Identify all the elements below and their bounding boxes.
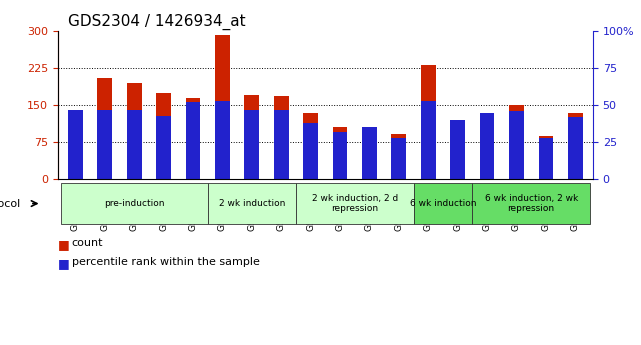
Bar	[186, 102, 201, 179]
Bar	[68, 115, 83, 179]
Text: count: count	[72, 238, 103, 248]
Bar	[274, 96, 288, 179]
Bar	[479, 112, 494, 179]
Text: ■: ■	[58, 257, 69, 270]
Bar	[303, 112, 318, 179]
Bar	[127, 110, 142, 179]
Bar	[68, 110, 83, 179]
Bar	[413, 183, 472, 224]
Bar	[450, 120, 465, 179]
Bar	[392, 134, 406, 179]
Bar	[208, 183, 296, 224]
Bar	[61, 183, 208, 224]
Bar	[244, 95, 259, 179]
Bar	[333, 128, 347, 179]
Text: 6 wk induction: 6 wk induction	[410, 199, 476, 208]
Bar	[303, 123, 318, 179]
Bar	[362, 128, 377, 179]
Bar	[509, 111, 524, 179]
Text: protocol: protocol	[0, 199, 21, 208]
Text: GDS2304 / 1426934_at: GDS2304 / 1426934_at	[69, 13, 246, 30]
Bar	[244, 110, 259, 179]
Bar	[421, 101, 436, 179]
Bar	[97, 78, 112, 179]
Text: 6 wk induction, 2 wk
repression: 6 wk induction, 2 wk repression	[485, 194, 578, 213]
Text: 2 wk induction, 2 d
repression: 2 wk induction, 2 d repression	[312, 194, 398, 213]
Bar	[296, 183, 413, 224]
Text: 2 wk induction: 2 wk induction	[219, 199, 285, 208]
Bar	[450, 120, 465, 179]
Text: percentile rank within the sample: percentile rank within the sample	[72, 257, 260, 267]
Bar	[509, 105, 524, 179]
Bar	[421, 65, 436, 179]
Bar	[472, 183, 590, 224]
Bar	[392, 138, 406, 179]
Bar	[568, 112, 583, 179]
Text: ■: ■	[58, 238, 69, 251]
Bar	[97, 110, 112, 179]
Bar	[568, 117, 583, 179]
Bar	[333, 132, 347, 179]
Bar	[186, 98, 201, 179]
Bar	[156, 93, 171, 179]
Bar	[274, 110, 288, 179]
Bar	[479, 112, 494, 179]
Bar	[127, 83, 142, 179]
Bar	[538, 138, 553, 179]
Bar	[538, 136, 553, 179]
Bar	[215, 101, 229, 179]
Bar	[156, 116, 171, 179]
Text: pre-induction: pre-induction	[104, 199, 164, 208]
Bar	[362, 130, 377, 179]
Bar	[215, 34, 229, 179]
